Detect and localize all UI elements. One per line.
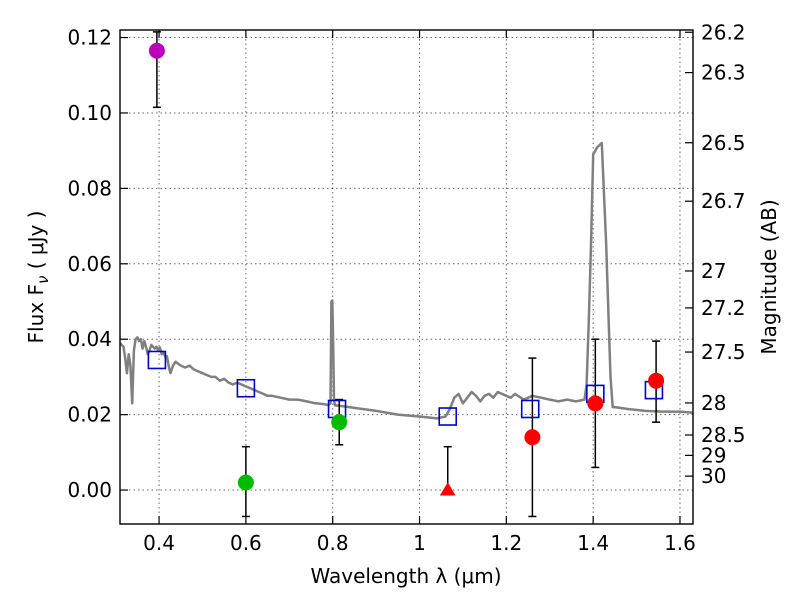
model-spectrum-line [119, 141, 694, 420]
y-axis-label-sub: ν [34, 276, 52, 284]
mag-tick-label: 27.5 [701, 340, 746, 364]
mag-tick-label: 28 [701, 391, 726, 415]
y-tick-label: 0.10 [67, 101, 112, 125]
upper-limit-triangle [439, 482, 456, 496]
y-axis-label-unit: ( μJy ) [24, 211, 48, 276]
y-axis-label: Flux Fν ( μJy ) [24, 211, 52, 344]
model-band-square [236, 378, 256, 398]
x-tick-label: 0.4 [143, 531, 175, 555]
y-tick-label: 0.12 [67, 26, 112, 50]
x-tick-label: 1.2 [490, 531, 522, 555]
observed-flux-point [587, 395, 604, 412]
observed-flux-point [148, 42, 165, 59]
mag-tick-label: 26.5 [701, 131, 746, 155]
mag-tick-label: 26.2 [701, 20, 746, 44]
mag-tick-label: 29 [701, 443, 726, 467]
mag-tick-label: 26.7 [701, 189, 746, 213]
model-band-square [438, 407, 458, 426]
spectrum-layer [119, 141, 694, 420]
observed-flux-point [524, 429, 541, 446]
x-tick-label: 1.4 [577, 531, 609, 555]
tick-layer: 0.4 0.6 0.8 1 1.2 1.4 1.6 0.00 0.02 0.04 0.06 0.08 0… [67, 20, 745, 555]
mag-tick-label: 26.3 [701, 61, 746, 85]
x-tick-label: 1 [413, 531, 426, 555]
mag-tick-label: 28.5 [701, 423, 746, 447]
y-axis-label-main: Flux F [24, 284, 48, 343]
x-axis-label: Wavelength λ (μm) [310, 564, 501, 588]
plot-frame [119, 29, 694, 525]
errorbar-layer [152, 31, 661, 518]
mag-tick-label: 27 [701, 259, 726, 283]
x-tick-label: 1.6 [664, 531, 696, 555]
model-band-square [147, 350, 167, 370]
y-tick-label: 0.06 [67, 252, 112, 276]
observed-flux-point [648, 372, 665, 389]
point-layer [148, 42, 665, 496]
x-tick-label: 0.6 [230, 531, 262, 555]
y-tick-label: 0.00 [67, 478, 112, 502]
model-band-square [520, 399, 540, 419]
observed-flux-point [237, 474, 254, 491]
observed-flux-point [331, 414, 348, 431]
mag-tick-label: 30 [701, 464, 726, 488]
y-tick-label: 0.02 [67, 403, 112, 427]
x-tick-label: 0.8 [317, 531, 349, 555]
y-tick-label: 0.04 [67, 327, 112, 351]
y2-axis-label: Magnitude (AB) [757, 199, 781, 354]
mag-tick-label: 27.2 [701, 296, 746, 320]
y-tick-label: 0.08 [67, 176, 112, 200]
